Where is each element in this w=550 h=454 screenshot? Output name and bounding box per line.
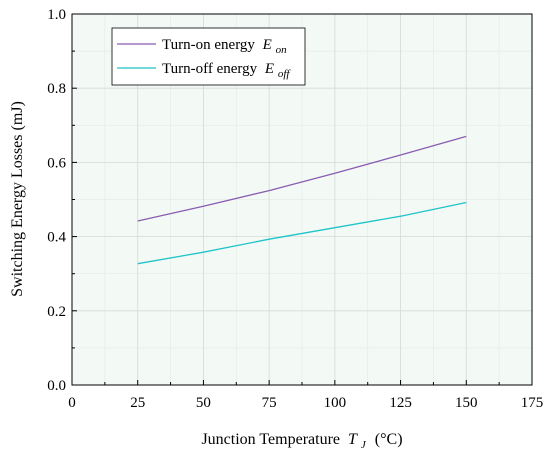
legend-label-turn-on-text: Turn-on energy	[162, 37, 255, 53]
x-tick-label: 75	[262, 395, 277, 411]
x-tick-label: 150	[455, 395, 478, 411]
axis-ticks	[71, 13, 533, 386]
y-tick-label: 1.0	[47, 7, 66, 23]
y-tick-label: 0.8	[47, 81, 66, 97]
y-tick-label: 0.2	[47, 304, 66, 320]
y-tick-label: 0.0	[47, 378, 66, 394]
y-tick-label: 0.4	[47, 230, 66, 246]
x-axis-title: Junction Temperature T J (°C)	[201, 431, 402, 452]
x-axis-title-unit: (°C)	[375, 431, 403, 448]
x-tick-label: 125	[389, 395, 412, 411]
series-line-turn-on	[137, 135, 467, 222]
legend-box	[111, 27, 306, 86]
legend-label-turn-off-symbol: E	[264, 61, 274, 77]
legend-label-turn-off-subscript: off	[278, 68, 292, 80]
legend-label-turn-on-subscript: on	[276, 44, 288, 56]
series-line-turn-off	[137, 201, 467, 265]
legend: Turn-on energy E on Turn-off energy E of…	[111, 27, 306, 86]
x-axis-title-text: Junction Temperature	[201, 431, 340, 448]
legend-label-turn-on-symbol: E	[262, 37, 272, 53]
legend-label-turn-off-text: Turn-off energy	[162, 61, 258, 77]
y-tick-label: 0.6	[47, 155, 66, 171]
x-tick-labels: 0 25 50 75 100 125 150 175	[68, 395, 543, 411]
x-tick-label: 50	[196, 395, 211, 411]
y-tick-labels: 0.0 0.2 0.4 0.6 0.8 1.0	[47, 7, 66, 394]
x-axis-title-symbol: T	[348, 431, 358, 448]
x-tick-label: 25	[130, 395, 145, 411]
series-layer	[137, 135, 467, 265]
x-axis-title-subscript: J	[361, 439, 367, 451]
x-tick-label: 0	[68, 395, 76, 411]
legend-label-turn-off: Turn-off energy E off	[162, 61, 291, 80]
y-axis-title: Switching Energy Losses (mJ)	[9, 101, 26, 297]
x-tick-label: 175	[521, 395, 544, 411]
x-tick-label: 100	[324, 395, 347, 411]
legend-label-turn-on: Turn-on energy E on	[162, 37, 287, 56]
